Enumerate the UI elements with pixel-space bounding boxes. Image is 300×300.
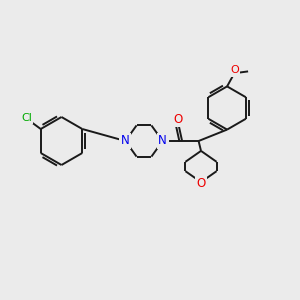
Text: N: N xyxy=(121,134,130,148)
Text: O: O xyxy=(196,177,206,190)
Text: O: O xyxy=(230,65,239,75)
Text: Cl: Cl xyxy=(21,112,32,123)
Text: N: N xyxy=(158,134,167,148)
Text: O: O xyxy=(174,112,183,126)
